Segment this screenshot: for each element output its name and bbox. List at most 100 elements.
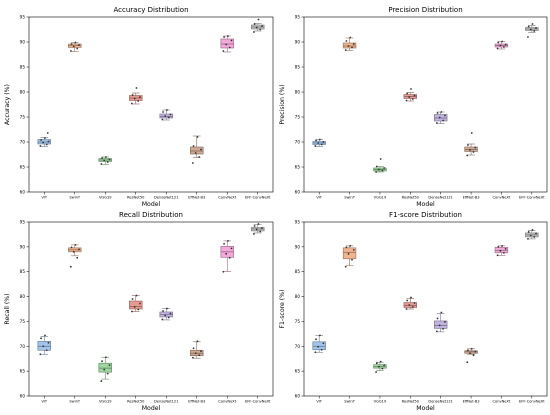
data-point <box>76 47 79 50</box>
data-point <box>101 360 103 363</box>
data-point <box>166 109 168 111</box>
data-point <box>443 114 446 117</box>
data-point <box>74 41 77 44</box>
data-point <box>499 44 502 47</box>
box-body <box>159 113 173 119</box>
x-tick-label: EFF-ConvNeXt <box>519 400 545 404</box>
plot-frame <box>303 221 548 397</box>
x-tick-label: EFF-ConvNeXt <box>519 196 545 200</box>
data-point <box>228 256 231 259</box>
data-point <box>70 43 73 45</box>
subplot-2: Precision Distribution Precision (%) Model… <box>279 6 548 208</box>
data-point <box>101 157 103 159</box>
y-tick-label: 65 <box>20 165 26 170</box>
data-point <box>44 137 46 139</box>
data-point <box>375 362 378 365</box>
box-resnet50 <box>129 294 143 313</box>
subplot-3: Recall Distribution Recall (%) Model 60 65 70… <box>4 211 274 412</box>
y-tick-label: 75 <box>20 115 26 120</box>
data-point <box>74 243 77 246</box>
data-point <box>194 152 197 154</box>
data-point <box>135 294 138 297</box>
data-point <box>228 46 231 49</box>
data-point <box>377 168 380 171</box>
data-point <box>315 338 317 341</box>
data-point <box>411 306 414 308</box>
box-body <box>434 320 448 329</box>
box-convnext <box>494 244 509 257</box>
data-point <box>535 232 537 235</box>
data-point <box>317 345 320 348</box>
data-point <box>130 102 133 105</box>
y-tick-label: 90 <box>20 40 26 45</box>
data-point <box>345 246 348 249</box>
data-point <box>255 26 258 29</box>
data-point <box>259 230 262 233</box>
data-point <box>314 145 317 147</box>
box-vgg19 <box>98 156 112 165</box>
data-point <box>130 310 133 313</box>
data-point <box>192 145 195 147</box>
subplot-1: Accuracy Distribution Accuracy (%) Model 60… <box>4 6 274 208</box>
x-tick-label: ViT <box>316 400 322 404</box>
y-tick-label: 75 <box>295 319 301 324</box>
data-point <box>408 96 411 98</box>
data-point <box>200 148 202 151</box>
data-point <box>108 158 111 161</box>
x-tick-label: ViT <box>41 196 47 200</box>
data-point <box>467 144 469 146</box>
data-point <box>379 360 382 363</box>
data-point <box>252 233 255 235</box>
data-point <box>438 324 441 327</box>
data-point <box>164 115 167 117</box>
data-point <box>103 159 106 162</box>
x-tick-label: VGG19 <box>374 196 387 200</box>
x-tick-label: ConvNeXt <box>218 400 236 404</box>
data-point <box>198 156 201 158</box>
data-point <box>100 380 103 382</box>
x-tick-label: EFF-ConvNeXt <box>245 196 271 200</box>
data-point <box>137 100 140 102</box>
x-tick-label: ConvNeXt <box>218 196 236 200</box>
data-point <box>194 352 197 355</box>
y-tick-label: 65 <box>295 165 301 170</box>
data-point <box>470 347 473 350</box>
data-point <box>533 236 536 238</box>
y-tick-label: 80 <box>20 294 26 299</box>
x-tick-label: ResNet50 <box>402 196 420 200</box>
data-point <box>320 348 323 351</box>
data-point <box>504 247 507 250</box>
data-point <box>253 225 256 227</box>
data-point <box>105 156 107 158</box>
data-point <box>164 314 167 317</box>
box-densenet121 <box>434 311 448 333</box>
data-point <box>435 122 438 124</box>
box-body <box>98 362 112 373</box>
box-swint <box>68 41 82 52</box>
data-point <box>470 132 473 134</box>
x-tick-label: ConvNeXt <box>492 400 510 404</box>
data-point <box>443 321 446 323</box>
box-vgg19 <box>373 158 387 173</box>
data-point <box>139 96 141 98</box>
data-point <box>377 365 380 368</box>
data-point <box>322 141 325 143</box>
data-point <box>222 270 225 273</box>
data-point <box>200 350 202 353</box>
box-effnet-b3 <box>190 340 204 359</box>
data-point <box>46 132 49 134</box>
y-tick-label: 80 <box>20 90 26 95</box>
data-point <box>383 167 386 169</box>
y-tick-label: 85 <box>295 269 301 274</box>
data-point <box>440 311 443 314</box>
plot-title: F1-score Distribution <box>389 211 462 219</box>
data-point <box>225 43 228 46</box>
subplot-4: F1-score Distribution F1-score (%) Model 60… <box>279 211 548 412</box>
x-tick-label: ResNet50 <box>127 400 145 404</box>
box-convnext <box>220 239 234 273</box>
data-point <box>351 46 353 49</box>
data-point <box>131 298 134 300</box>
y-tick-label: 70 <box>20 140 26 145</box>
data-point <box>135 87 138 89</box>
data-point <box>527 231 530 233</box>
